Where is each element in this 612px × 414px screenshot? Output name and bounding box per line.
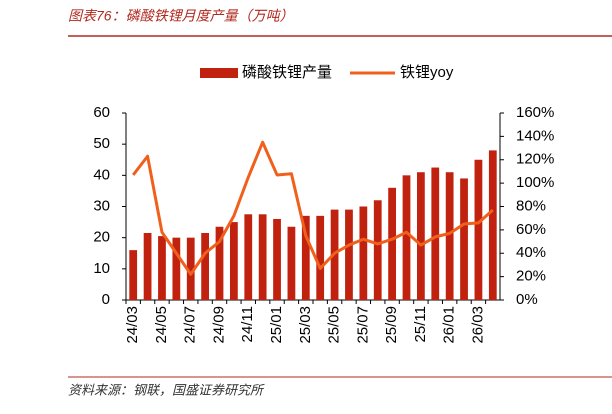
x-tick-label: 25/07 bbox=[354, 306, 371, 344]
x-tick-label: 24/09 bbox=[210, 306, 227, 344]
x-tick-label: 24/07 bbox=[182, 306, 199, 344]
y2-tick-label: 120% bbox=[516, 151, 554, 168]
bar bbox=[345, 209, 353, 300]
bar bbox=[172, 237, 181, 300]
bar bbox=[373, 200, 382, 300]
bar bbox=[143, 232, 152, 300]
bar bbox=[402, 175, 411, 300]
x-tick-label: 25/11 bbox=[412, 306, 429, 342]
bar bbox=[129, 250, 138, 300]
bar bbox=[316, 215, 325, 300]
x-tick-label: 24/03 bbox=[124, 306, 141, 344]
bar bbox=[244, 214, 253, 300]
y-tick-label: 10 bbox=[93, 260, 110, 277]
bar bbox=[287, 226, 296, 300]
y2-tick-label: 0% bbox=[516, 291, 538, 308]
y2-tick-label: 160% bbox=[516, 104, 554, 121]
x-tick-label: 25/05 bbox=[326, 306, 343, 344]
legend-label: 磷酸铁锂产量 bbox=[242, 64, 332, 81]
y2-tick-label: 20% bbox=[516, 268, 546, 285]
bar bbox=[258, 214, 267, 300]
bar bbox=[186, 237, 195, 300]
chart-title: 图表76：磷酸铁锂月度产量（万吨） bbox=[68, 8, 294, 24]
bar bbox=[301, 215, 310, 300]
bar bbox=[474, 159, 483, 300]
y-tick-label: 60 bbox=[93, 104, 110, 121]
x-tick-label: 25/09 bbox=[383, 306, 400, 344]
x-tick-label: 25/03 bbox=[297, 306, 314, 344]
bar bbox=[460, 178, 468, 300]
x-tick-label: 24/05 bbox=[153, 306, 170, 344]
y2-tick-label: 100% bbox=[516, 174, 554, 191]
x-tick-label: 26/03 bbox=[469, 306, 486, 344]
y2-tick-label: 40% bbox=[516, 244, 546, 261]
y-tick-label: 30 bbox=[93, 197, 110, 214]
y-tick-label: 40 bbox=[93, 166, 110, 183]
legend-swatch bbox=[200, 68, 238, 78]
y2-tick-label: 60% bbox=[516, 221, 546, 238]
source: 资料来源：钢联，国盛证券研究所 bbox=[68, 382, 265, 397]
y2-tick-label: 80% bbox=[516, 197, 546, 214]
bar bbox=[230, 222, 238, 300]
x-tick-label: 26/01 bbox=[441, 306, 458, 344]
bar bbox=[417, 172, 425, 300]
y-tick-label: 0 bbox=[102, 291, 110, 308]
y2-tick-label: 140% bbox=[516, 127, 554, 144]
bar bbox=[431, 167, 440, 300]
bar bbox=[158, 236, 166, 300]
x-tick-label: 24/11 bbox=[239, 306, 256, 342]
bar bbox=[273, 218, 281, 300]
y-tick-label: 20 bbox=[93, 229, 110, 246]
bar bbox=[215, 226, 224, 300]
bar bbox=[388, 187, 396, 300]
x-tick-label: 25/01 bbox=[268, 306, 285, 344]
bar bbox=[359, 206, 368, 300]
line bbox=[132, 140, 494, 276]
y-tick-label: 50 bbox=[93, 135, 110, 152]
bar bbox=[445, 172, 454, 300]
bar bbox=[201, 232, 209, 300]
legend-label: 铁锂yoy bbox=[400, 64, 454, 81]
bar bbox=[488, 150, 497, 300]
